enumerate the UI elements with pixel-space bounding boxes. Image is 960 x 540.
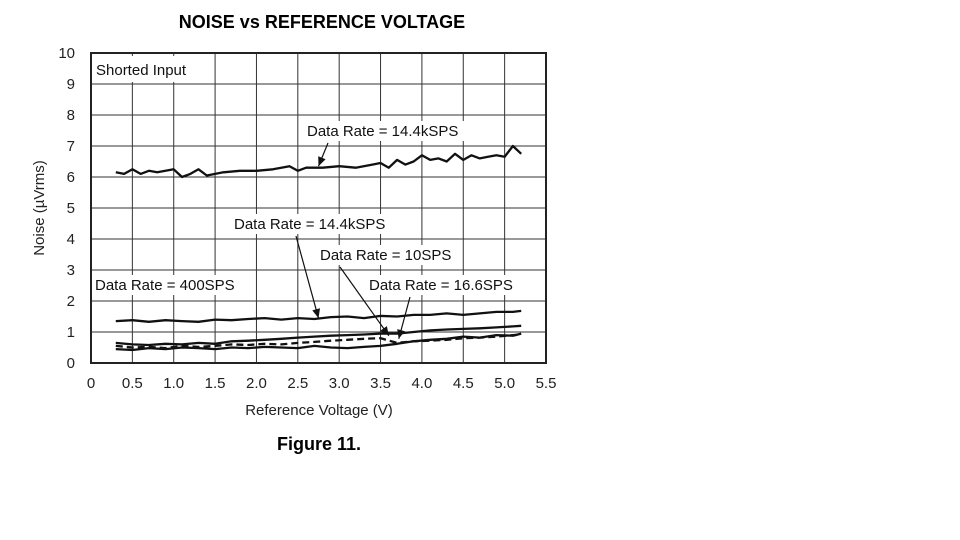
y-tick-label: 1 bbox=[67, 324, 75, 341]
x-tick-label: 5.5 bbox=[536, 375, 557, 392]
figure-caption: Figure 11. bbox=[277, 434, 361, 454]
x-axis-label: Reference Voltage (V) bbox=[245, 402, 393, 419]
annotations: Data Rate = 14.4kSPS Data Rate = 14.4kSPS… bbox=[95, 123, 513, 339]
annotation-arrowhead bbox=[318, 156, 326, 167]
series-line-2 bbox=[115, 309, 522, 323]
x-tick-label: 4.0 bbox=[411, 375, 432, 392]
x-tick-label: 5.0 bbox=[494, 375, 515, 392]
y-tick-label: 8 bbox=[67, 107, 75, 124]
annotation-arrowhead bbox=[397, 329, 405, 339]
annotation-bg bbox=[317, 245, 458, 265]
annotation-label: Data Rate = 16.6SPS bbox=[369, 277, 513, 294]
annotation-label: Data Rate = 14.4kSPS bbox=[234, 216, 385, 233]
x-tick-label: 0.5 bbox=[122, 375, 143, 392]
annotation-label: Data Rate = 14.4kSPS bbox=[307, 123, 458, 140]
annotation-arrow-line bbox=[295, 235, 320, 319]
y-tick-label: 6 bbox=[67, 169, 75, 186]
x-tick-label: 3.0 bbox=[329, 375, 350, 392]
inset-label: Shorted Input bbox=[96, 62, 187, 79]
annotation-arrowhead bbox=[380, 326, 389, 336]
series-line-4 bbox=[115, 332, 522, 352]
x-tick-label: 0 bbox=[87, 375, 95, 392]
y-tick-label: 5 bbox=[67, 200, 75, 217]
x-tick-label: 1.0 bbox=[163, 375, 184, 392]
y-tick-label: 3 bbox=[67, 262, 75, 279]
inset-label-bg bbox=[93, 56, 205, 82]
annotation-label: Data Rate = 10SPS bbox=[320, 247, 451, 264]
series-lines bbox=[115, 144, 522, 352]
x-tick-label: 2.5 bbox=[287, 375, 308, 392]
annotation-arrow-line bbox=[339, 266, 390, 337]
annotation-label: Data Rate = 400SPS bbox=[95, 277, 235, 294]
y-tick-label: 10 bbox=[58, 45, 75, 62]
x-tick-label: 3.5 bbox=[370, 375, 391, 392]
annotation-bg bbox=[92, 275, 241, 295]
annotation-bg bbox=[304, 121, 468, 141]
y-tick-label: 4 bbox=[67, 231, 75, 248]
annotation-bg bbox=[231, 214, 395, 234]
annotation-bg bbox=[366, 275, 523, 295]
y-tick-label: 2 bbox=[67, 293, 75, 310]
x-tick-label: 4.5 bbox=[453, 375, 474, 392]
y-tick-label: 9 bbox=[67, 76, 75, 93]
series-line-1 bbox=[115, 144, 522, 179]
plot-frame bbox=[90, 52, 547, 364]
series-line-3 bbox=[115, 324, 522, 347]
x-tick-label: 2.0 bbox=[246, 375, 267, 392]
tick-labels: 0 0.5 1.0 1.5 2.0 2.5 3.0 3.5 4.0 4.5 5.0 5.5 0 1 2 3 4 5… bbox=[58, 45, 556, 392]
annotation-arrowhead bbox=[312, 308, 320, 319]
chart-title: NOISE vs REFERENCE VOLTAGE bbox=[179, 12, 465, 32]
x-tick-label: 1.5 bbox=[205, 375, 226, 392]
y-axis-label: Noise (µVrms) bbox=[31, 160, 48, 256]
y-tick-label: 0 bbox=[67, 355, 75, 372]
y-tick-label: 7 bbox=[67, 138, 75, 155]
series-line-5 bbox=[115, 333, 522, 350]
